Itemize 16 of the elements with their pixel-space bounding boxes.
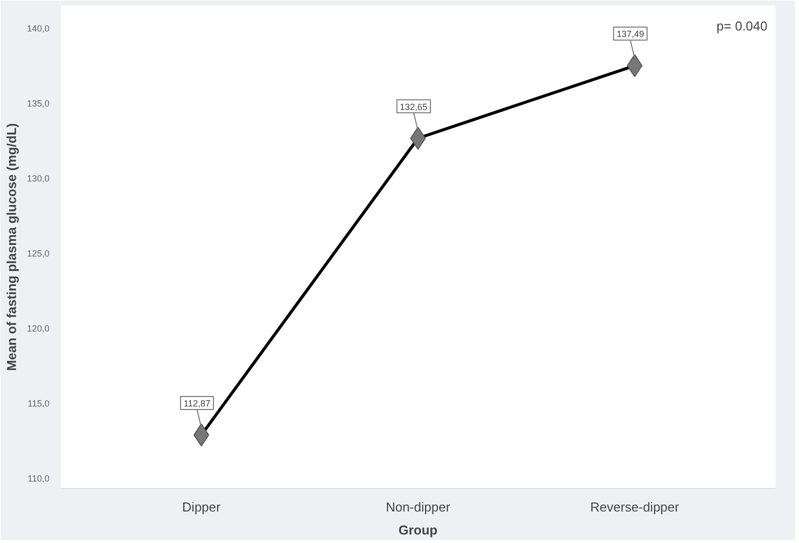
y-tick-label: 135,0 (26, 98, 50, 108)
x-tick-label: Reverse-dipper (590, 500, 680, 514)
y-tick-label: 130,0 (26, 174, 50, 184)
y-tick-label: 140,0 (26, 24, 50, 34)
y-tick-label: 125,0 (26, 248, 50, 258)
x-tick-label: Dipper (182, 500, 222, 514)
data-label: 137,49 (616, 29, 644, 40)
annotation: p= 0.040 (716, 18, 768, 34)
data-label: 132,65 (400, 102, 428, 112)
x-axis-title: Group (398, 522, 438, 538)
data-label: 112,87 (184, 398, 210, 408)
y-axis-title: Mean of fasting plasma glucose (mg/dL) (4, 123, 19, 371)
y-tick-label: 120,0 (26, 324, 50, 334)
y-tick-label: 110,0 (28, 474, 50, 484)
y-tick-label: 115,0 (28, 398, 50, 408)
x-tick-label: Non-dipper (386, 500, 451, 514)
